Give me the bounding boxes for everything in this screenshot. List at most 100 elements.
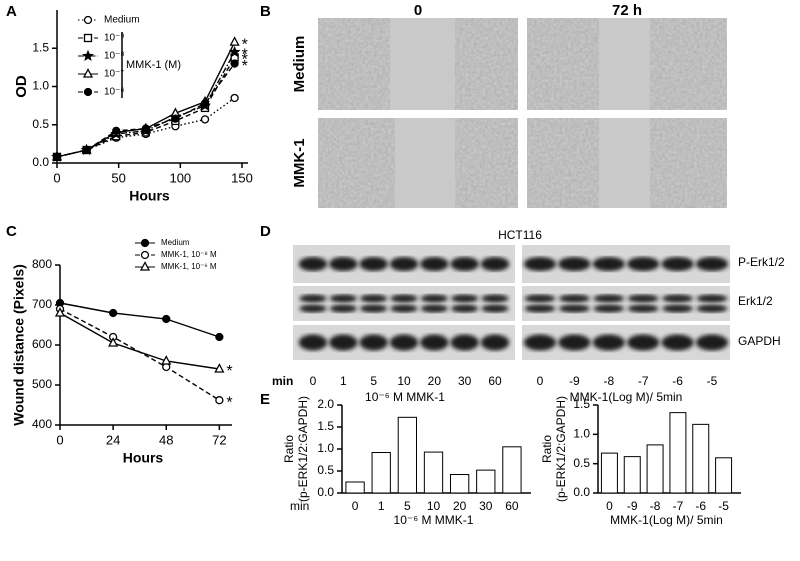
band [695, 334, 729, 351]
series-line [59, 302, 220, 338]
band [420, 304, 448, 313]
band [593, 294, 625, 303]
legend-label: MMK-1, 10⁻⁸ M [161, 250, 217, 259]
marker [230, 93, 239, 103]
y-axis-label: Ratio [540, 435, 554, 463]
marker [140, 250, 150, 260]
band [450, 334, 479, 351]
cells [650, 118, 727, 208]
band [360, 294, 388, 303]
band-label: GAPDH [738, 334, 781, 348]
legend-label: 10⁻⁸ [104, 51, 125, 62]
row-label: MMK-1 [291, 138, 308, 187]
series-line [59, 308, 220, 401]
marker [161, 355, 172, 365]
x-tick-label: 100 [169, 170, 191, 185]
marker [83, 15, 93, 25]
bar [669, 412, 687, 494]
cells [455, 18, 518, 110]
bar [423, 451, 444, 494]
y-tick-label: 1.0 [317, 441, 334, 455]
lane-label: -9 [569, 374, 580, 388]
x-tick-label: 10 [427, 499, 441, 513]
band [661, 334, 694, 351]
y-tick-label: 0.0 [317, 485, 334, 499]
marker [214, 363, 225, 373]
column-label: 72 h [612, 2, 642, 19]
y-tick-label: 0.5 [317, 463, 334, 477]
blot-strip [293, 286, 515, 321]
y-tick-label: 1.5 [32, 40, 49, 54]
cells [527, 118, 599, 208]
marker [228, 45, 241, 58]
x-tick-label: 20 [453, 499, 467, 513]
blot-title: HCT116 [498, 228, 542, 242]
x-tick-label: 60 [505, 499, 519, 513]
y-tick-label: 1.5 [317, 419, 334, 433]
bar [692, 423, 710, 494]
lane-label: 0 [537, 374, 544, 388]
legend-label: Medium [104, 15, 140, 26]
band [662, 294, 694, 303]
band [450, 257, 479, 271]
band [696, 294, 728, 303]
bar [715, 457, 733, 494]
band [627, 257, 660, 271]
lane-label: 20 [428, 374, 442, 388]
x-tick-label: -6 [695, 499, 706, 513]
panel-label: D [260, 223, 271, 240]
x-prefix: min [290, 499, 309, 513]
legend-label: 10⁻⁶ [104, 87, 125, 98]
band [329, 334, 358, 351]
x-axis-label: 10⁻⁶ M MMK-1 [394, 513, 474, 527]
band [627, 334, 660, 351]
annotation: * [226, 394, 232, 411]
panel-label: E [260, 391, 270, 408]
x-tick-label: 50 [111, 170, 125, 185]
y-axis-label: (p-ERK1/2:GAPDH) [296, 396, 310, 502]
legend-group: MMK-1 (M) [126, 59, 181, 71]
bar [502, 446, 522, 494]
marker [215, 396, 224, 405]
blot-caption: MMK-1(Log M)/ 5min [570, 390, 683, 404]
blot-strip [522, 325, 730, 360]
band [389, 257, 419, 271]
x-axis-label: MMK-1(Log M)/ 5min [610, 513, 723, 527]
marker [52, 152, 62, 162]
y-tick-label: 700 [32, 297, 52, 311]
panel-label: C [6, 223, 17, 240]
annotation: * [242, 36, 248, 53]
marker [82, 145, 91, 155]
lane-label: -5 [707, 374, 718, 388]
cells [318, 18, 390, 110]
band [523, 257, 557, 271]
lane-label: 10 [397, 374, 411, 388]
annotation: * [242, 58, 248, 75]
panel-label: A [6, 3, 17, 20]
band [299, 304, 327, 313]
series-line [59, 312, 220, 370]
band [523, 334, 557, 351]
cells [318, 118, 395, 208]
band [451, 294, 479, 303]
marker [82, 68, 94, 78]
y-tick-label: 400 [32, 417, 52, 431]
marker [230, 59, 239, 68]
band [451, 304, 479, 313]
band [299, 294, 327, 303]
y-axis-label: OD [13, 75, 30, 98]
y-tick-label: 0.0 [573, 485, 590, 499]
marker [108, 337, 119, 347]
band [627, 304, 659, 313]
x-tick-label: 1 [378, 499, 385, 513]
y-axis-label: Ratio [282, 435, 296, 463]
x-axis-label: Hours [123, 450, 164, 466]
migration-images [318, 18, 727, 208]
x-tick-label: -8 [650, 499, 661, 513]
legend-label: 10⁻⁷ [104, 69, 124, 80]
lane-label: -8 [603, 374, 614, 388]
marker [162, 314, 171, 324]
band [329, 257, 358, 271]
lane-label: -7 [638, 374, 649, 388]
